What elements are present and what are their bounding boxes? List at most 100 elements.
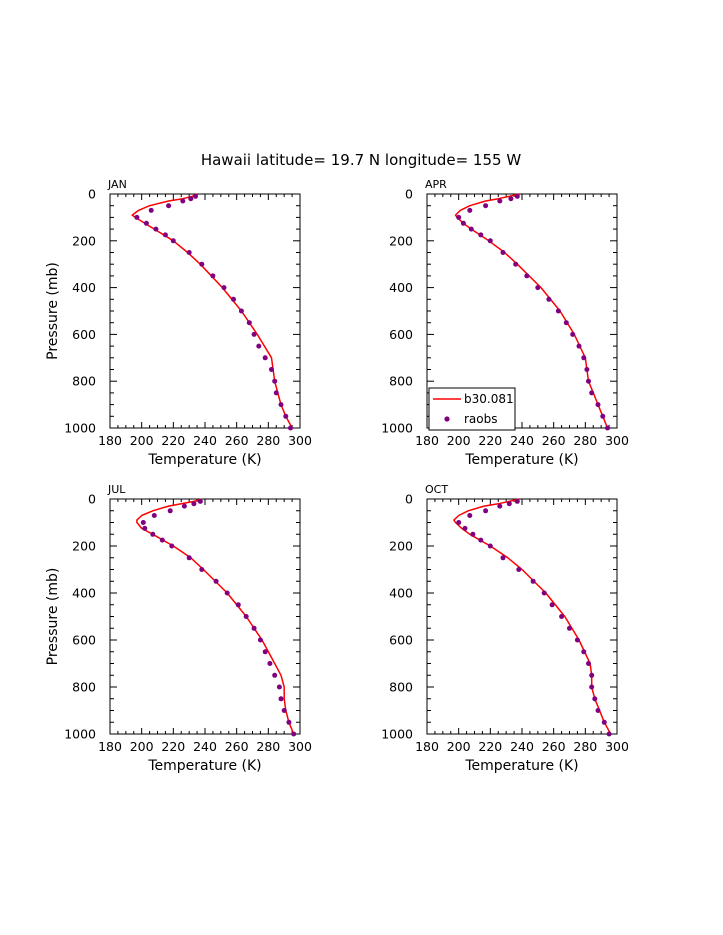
x-tick-label: 300 <box>288 433 312 448</box>
legend-box <box>428 387 516 431</box>
obs-point <box>514 193 520 199</box>
obs-point <box>483 508 489 514</box>
x-tick-label: 240 <box>193 433 217 448</box>
obs-point <box>576 343 582 349</box>
y-tick-label: 200 <box>72 233 96 248</box>
obs-point <box>530 578 536 584</box>
panel-apr: APR 180 200 220 240 260 280 300 0 200 400 600 800 100… <box>381 178 629 468</box>
x-tick-label: 260 <box>542 433 566 448</box>
x-axis-label: Temperature (K) <box>464 758 578 774</box>
obs-point <box>221 285 227 291</box>
y-tick-label: 800 <box>72 680 96 695</box>
obs-point <box>574 637 580 643</box>
plot-frame <box>426 498 618 735</box>
x-tick-label: 220 <box>161 739 185 754</box>
obs-point <box>478 232 484 238</box>
obs-point <box>500 555 506 561</box>
obs-point <box>193 193 198 199</box>
obs-point <box>186 250 192 255</box>
obs-point <box>549 602 555 608</box>
obs-point <box>199 567 205 572</box>
x-axis-label: Temperature (K) <box>464 452 578 468</box>
obs-point <box>581 355 587 361</box>
obs-point <box>483 203 489 209</box>
y-tick-label: 0 <box>405 492 413 507</box>
obs-point <box>606 731 612 737</box>
obs-point <box>272 378 278 384</box>
obs-point <box>235 602 241 608</box>
obs-point <box>191 501 197 507</box>
obs-point <box>478 537 484 543</box>
obs-point <box>487 238 493 244</box>
model-line <box>136 498 295 735</box>
y-tick-label: 0 <box>88 492 96 507</box>
model-line <box>453 498 612 735</box>
y-axis-label: Pressure (mb) <box>45 568 61 666</box>
obs-point <box>272 672 278 678</box>
y-axis-label: Pressure (mb) <box>45 262 61 360</box>
obs-point <box>497 503 503 509</box>
panel-label: JAN <box>107 178 127 191</box>
x-tick-label: 260 <box>225 433 249 448</box>
obs-point <box>281 708 287 713</box>
x-tick-label: 300 <box>605 739 629 754</box>
y-tick-label: 200 <box>389 539 413 554</box>
y-tick-label: 400 <box>72 586 96 601</box>
obs-point <box>162 232 168 238</box>
obs-point <box>257 637 263 643</box>
obs-point <box>470 531 476 537</box>
y-tick-label: 200 <box>72 539 96 554</box>
x-tick-label: 180 <box>415 433 439 448</box>
x-tick-label: 200 <box>447 433 471 448</box>
obs-point <box>170 238 176 244</box>
obs-point <box>595 402 601 408</box>
y-tick-label: 1000 <box>64 421 96 436</box>
legend-model-label: b30.081 <box>464 392 514 406</box>
obs-point <box>256 343 262 349</box>
obs-point <box>508 196 514 202</box>
obs-point <box>605 425 610 431</box>
obs-point <box>570 331 576 337</box>
legend: b30.081 raobs <box>428 387 516 431</box>
panel-oct: OCT 180 200 220 240 260 280 300 0 200 400 600 800 100… <box>381 483 629 774</box>
obs-point <box>516 567 522 572</box>
obs-point <box>589 672 595 678</box>
x-tick-label: 240 <box>510 433 534 448</box>
x-tick-label: 240 <box>193 739 217 754</box>
obs-point <box>286 719 292 725</box>
obs-point <box>143 220 149 226</box>
panel-label: JUL <box>107 483 126 496</box>
y-tick-label: 800 <box>389 374 413 389</box>
legend-obs-label: raobs <box>464 412 498 426</box>
x-tick-label: 260 <box>542 739 566 754</box>
x-tick-label: 220 <box>478 433 502 448</box>
y-tick-label: 600 <box>389 633 413 648</box>
x-tick-label: 280 <box>256 433 280 448</box>
obs-point <box>567 625 572 631</box>
obs-point <box>246 320 252 326</box>
y-tick-label: 1000 <box>381 727 413 742</box>
plot-frame <box>109 193 301 429</box>
obs-point <box>140 520 146 525</box>
obs-point <box>586 661 591 666</box>
obs-point <box>151 513 157 518</box>
obs-point <box>288 425 293 431</box>
obs-point <box>497 198 503 204</box>
x-tick-label: 200 <box>447 739 471 754</box>
obs-point <box>273 390 279 396</box>
y-tick-label: 400 <box>72 280 96 295</box>
obs-point <box>238 308 244 314</box>
x-tick-label: 240 <box>510 739 534 754</box>
obs-point <box>169 543 175 549</box>
obs-point <box>167 508 173 514</box>
obs-point <box>559 614 565 619</box>
obs-point <box>600 413 606 419</box>
y-tick-label: 0 <box>405 187 413 202</box>
obs-point <box>166 203 172 209</box>
x-tick-label: 200 <box>130 739 154 754</box>
obs-point <box>460 220 466 226</box>
y-tick-label: 1000 <box>381 421 413 436</box>
obs-point <box>188 196 194 202</box>
x-tick-label: 220 <box>478 739 502 754</box>
y-tick-label: 600 <box>72 327 96 342</box>
